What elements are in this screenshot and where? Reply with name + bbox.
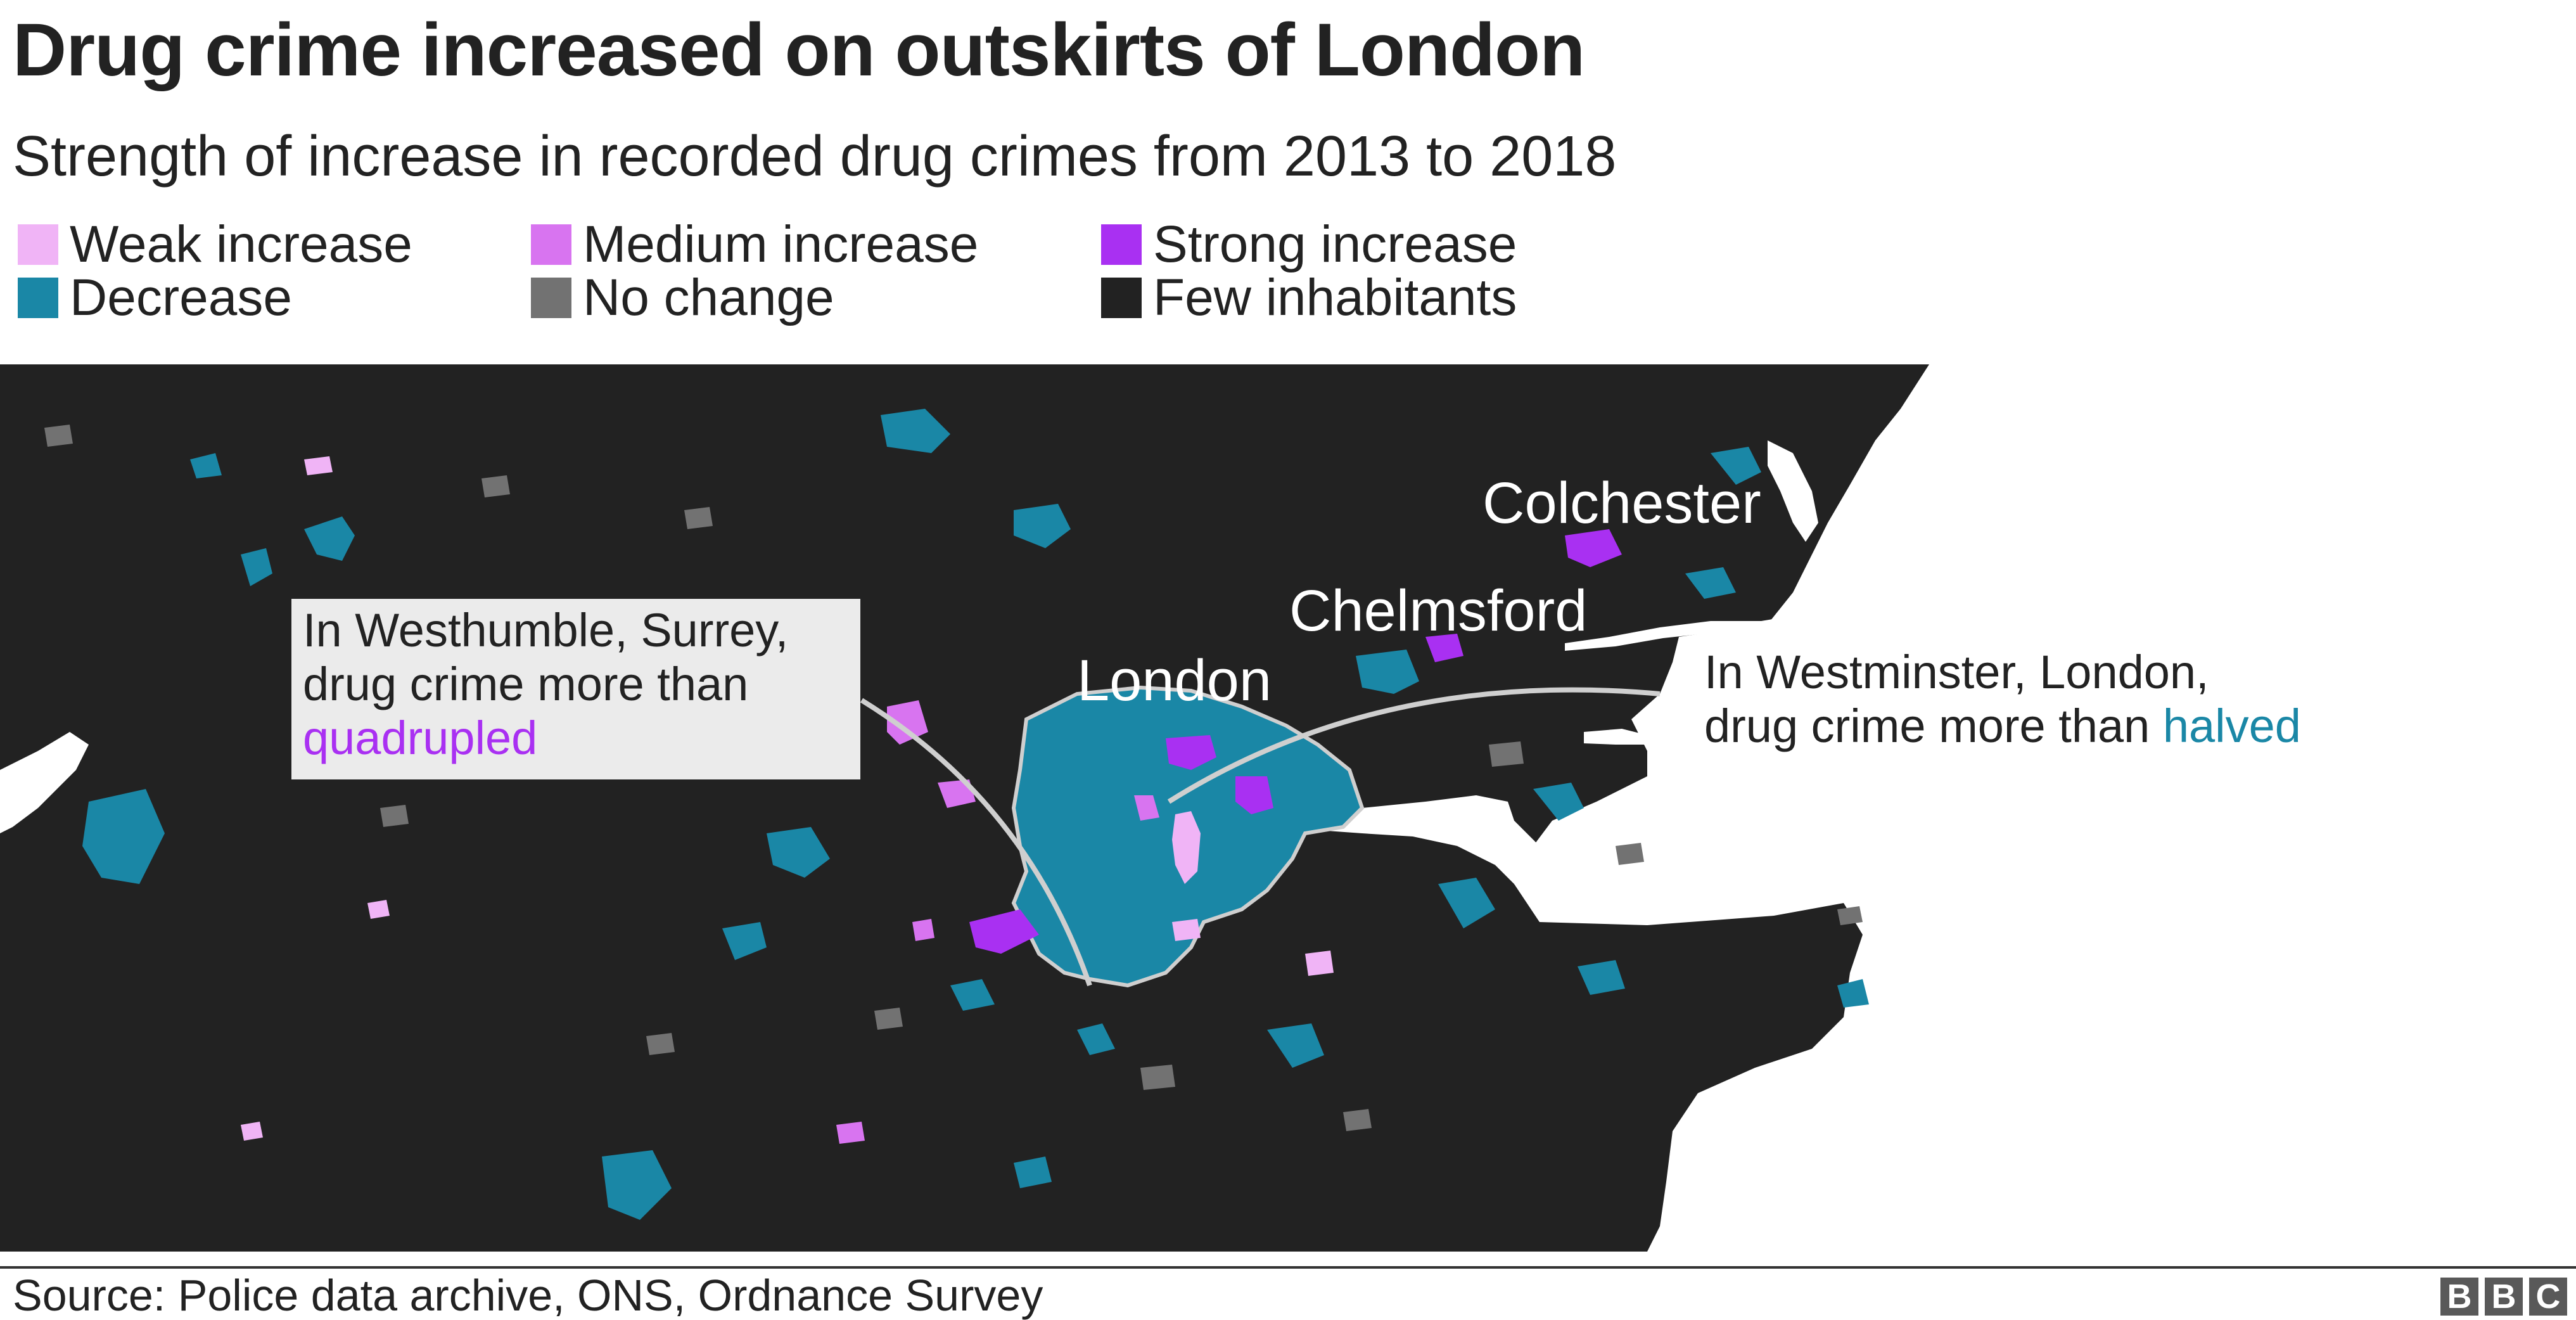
annotation-westhumble: In Westhumble, Surrey, drug crime more t… [303, 604, 801, 764]
london-strong-increase-east [1235, 776, 1273, 814]
place-label-chelmsford: Chelmsford [1289, 579, 1587, 643]
legend-item-decrease: Decrease [18, 272, 292, 324]
legend-swatch-weak-increase [18, 224, 58, 265]
legend-item-strong-increase: Strong increase [1101, 219, 1517, 271]
bbc-logo: B B C [2440, 1278, 2567, 1316]
annotation-westminster-line2: drug crime more than [1704, 700, 2150, 753]
water-crouch-river [1584, 729, 1647, 745]
legend-label-few-inhabitants: Few inhabitants [1153, 269, 1517, 326]
bbc-logo-letter-b2: B [2485, 1278, 2523, 1316]
map-svg: Colchester Chelmsford London In Westhumb… [0, 364, 1929, 1252]
annotation-westminster-line2-wrap: drug crime more than halved [1704, 699, 2301, 753]
legend-swatch-few-inhabitants [1101, 278, 1142, 318]
footer-rule [0, 1266, 2576, 1269]
annotation-westhumble-highlight: quadrupled [303, 712, 537, 764]
legend-swatch-no-change [531, 278, 571, 318]
legend-item-weak-increase: Weak increase [18, 219, 412, 271]
annotation-box-westhumble [291, 599, 860, 779]
legend-label-weak-increase: Weak increase [70, 215, 412, 273]
land-area [0, 364, 1929, 1252]
bbc-logo-letter-b1: B [2440, 1278, 2478, 1316]
settlements-no-change [44, 425, 1863, 1131]
legend-label-decrease: Decrease [70, 269, 292, 326]
source-note: Source: Police data archive, ONS, Ordnan… [13, 1271, 1043, 1320]
chart-subtitle: Strength of increase in recorded drug cr… [13, 125, 1617, 188]
annotation-westhumble-line2: drug crime more than [303, 658, 748, 710]
place-label-london: London [1077, 648, 1272, 713]
annotation-westminster-line1: In Westminster, London, [1704, 646, 2209, 698]
legend: Weak increase Medium increase Strong inc… [18, 219, 1602, 333]
settlements-increase [241, 456, 1622, 1144]
water-blackwater-estuary [1565, 605, 1825, 651]
leader-line-westminster [1167, 687, 1661, 804]
london-strong-increase-north [1166, 735, 1216, 770]
legend-swatch-strong-increase [1101, 224, 1142, 265]
map: Colchester Chelmsford London In Westhumb… [0, 364, 2576, 1252]
legend-item-no-change: No change [531, 272, 834, 324]
leader-line-westhumble [860, 698, 1092, 987]
legend-label-medium-increase: Medium increase [583, 215, 979, 273]
water-colne-inlet [1768, 440, 1818, 542]
annotation-westminster-highlight: halved [2162, 700, 2301, 753]
bbc-logo-letter-c: C [2529, 1278, 2567, 1316]
place-label-colchester: Colchester [1482, 471, 1761, 535]
legend-item-few-inhabitants: Few inhabitants [1101, 272, 1517, 324]
legend-swatch-decrease [18, 278, 58, 318]
annotation-westhumble-line1: In Westhumble, Surrey, [303, 604, 788, 657]
legend-swatch-medium-increase [531, 224, 571, 265]
london-weak-increase-centre [1172, 811, 1201, 884]
legend-item-medium-increase: Medium increase [531, 219, 978, 271]
legend-label-strong-increase: Strong increase [1153, 215, 1517, 273]
legend-label-no-change: No change [583, 269, 834, 326]
water-west-inlet [0, 732, 89, 833]
settlements-decrease [82, 409, 1869, 1220]
annotation-westminster: In Westminster, London, drug crime more … [1704, 645, 2301, 753]
london-medium-increase-west [1134, 795, 1159, 821]
water-thames-estuary [1305, 795, 1641, 922]
chart-title: Drug crime increased on outskirts of Lon… [13, 8, 1585, 92]
